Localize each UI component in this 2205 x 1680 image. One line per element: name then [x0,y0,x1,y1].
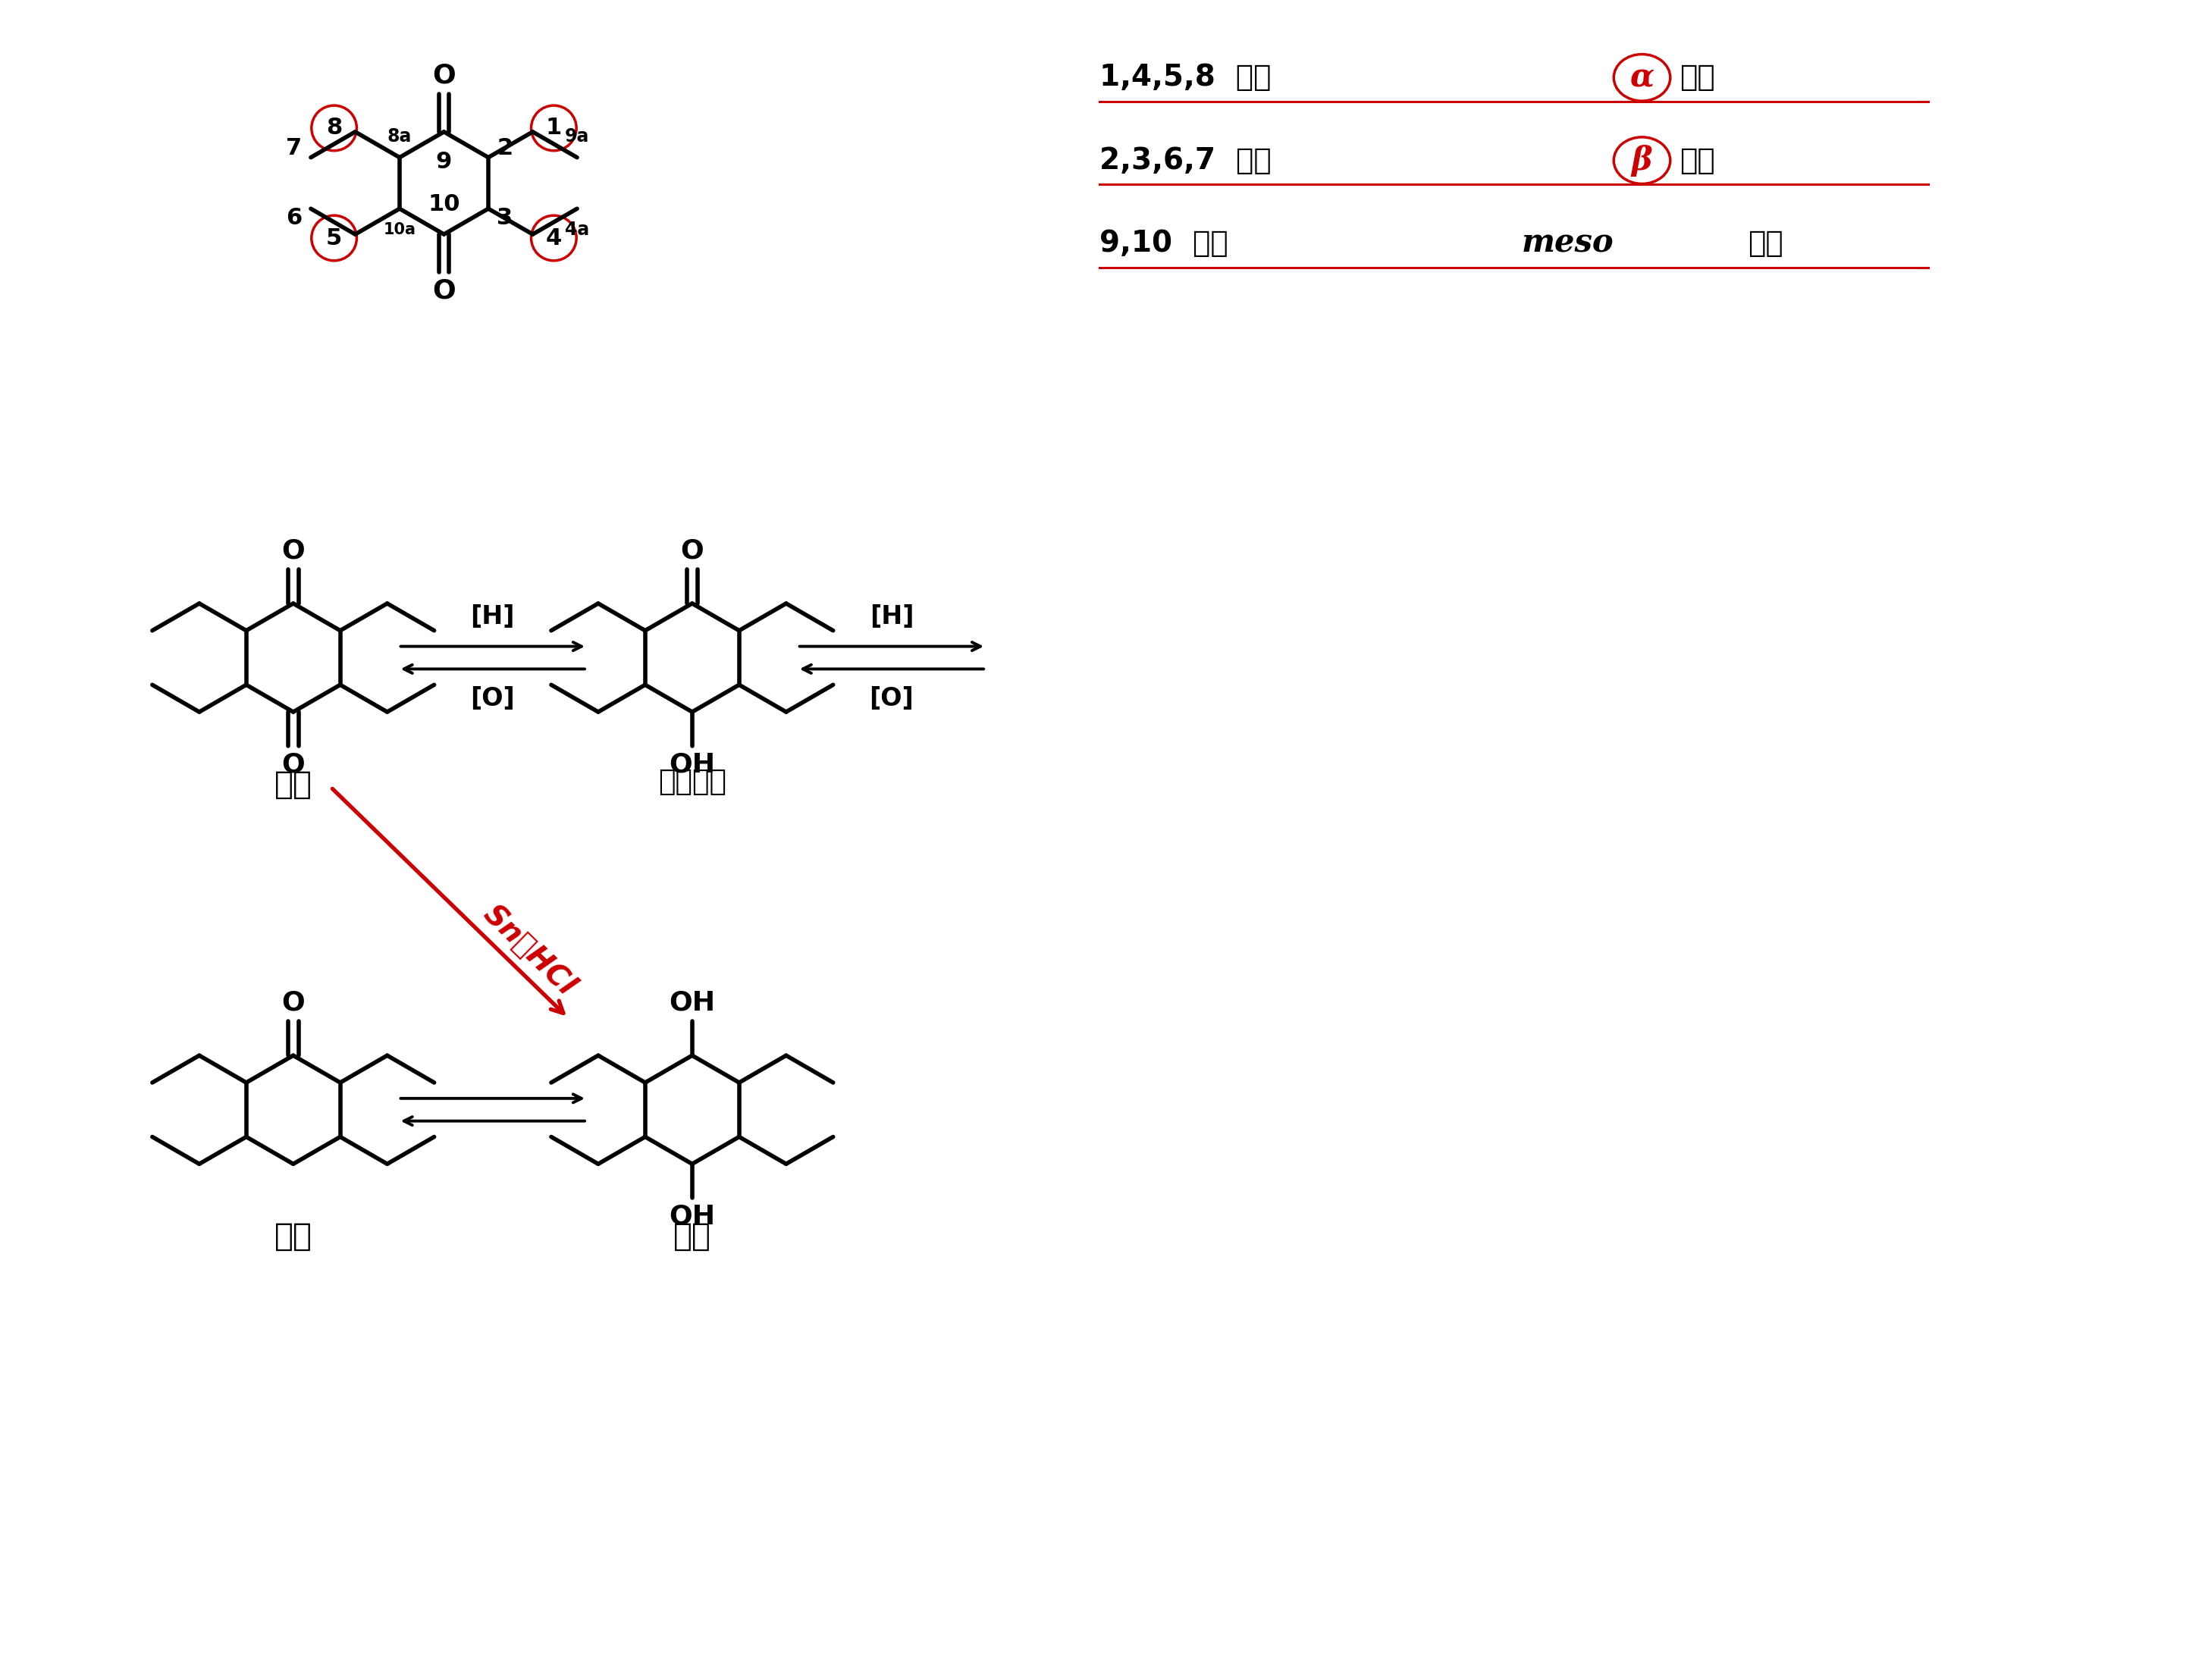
Text: 9,10  位为: 9,10 位为 [1100,228,1239,257]
Text: 5: 5 [326,227,342,249]
Text: OH: OH [668,990,714,1015]
Text: 1: 1 [545,118,562,139]
Text: [O]: [O] [869,687,913,711]
Text: 10a: 10a [384,222,417,237]
Text: [H]: [H] [869,605,913,628]
Text: 2: 2 [496,138,514,160]
Text: 2,3,6,7  位为: 2,3,6,7 位为 [1100,146,1281,175]
Text: β: β [1632,144,1652,176]
Text: －位: －位 [1680,64,1715,92]
Text: α: α [1629,62,1654,94]
Text: －位: －位 [1680,146,1715,175]
Text: －位: －位 [1749,228,1784,257]
Text: 3: 3 [496,207,514,228]
Text: 蒽酚: 蒽酚 [673,1220,710,1252]
Text: meso: meso [1521,227,1614,259]
Text: 7: 7 [287,138,302,160]
Text: 氧化蒽酚: 氧化蒽酚 [657,768,725,796]
Text: O: O [282,753,304,778]
Text: 9: 9 [437,151,452,173]
Text: OH: OH [668,1205,714,1230]
Text: 10: 10 [428,193,461,215]
Text: O: O [432,277,456,304]
Text: O: O [432,62,456,87]
Text: OH: OH [668,753,714,778]
Text: 8a: 8a [388,128,412,146]
Text: O: O [681,538,703,563]
Text: 蒽酮: 蒽酮 [273,1220,313,1252]
Text: [H]: [H] [470,605,516,628]
Text: Sn，HCl: Sn，HCl [476,900,580,1001]
Text: O: O [282,538,304,563]
Text: 蒽醌: 蒽醌 [273,768,313,800]
Text: 6: 6 [287,207,302,228]
Text: 4: 4 [545,227,562,249]
Text: 9a: 9a [564,128,589,146]
Text: 4a: 4a [564,220,589,239]
Text: O: O [282,990,304,1015]
Text: 1,4,5,8  位为: 1,4,5,8 位为 [1100,64,1281,92]
Text: [O]: [O] [470,687,516,711]
Text: 8: 8 [326,118,342,139]
